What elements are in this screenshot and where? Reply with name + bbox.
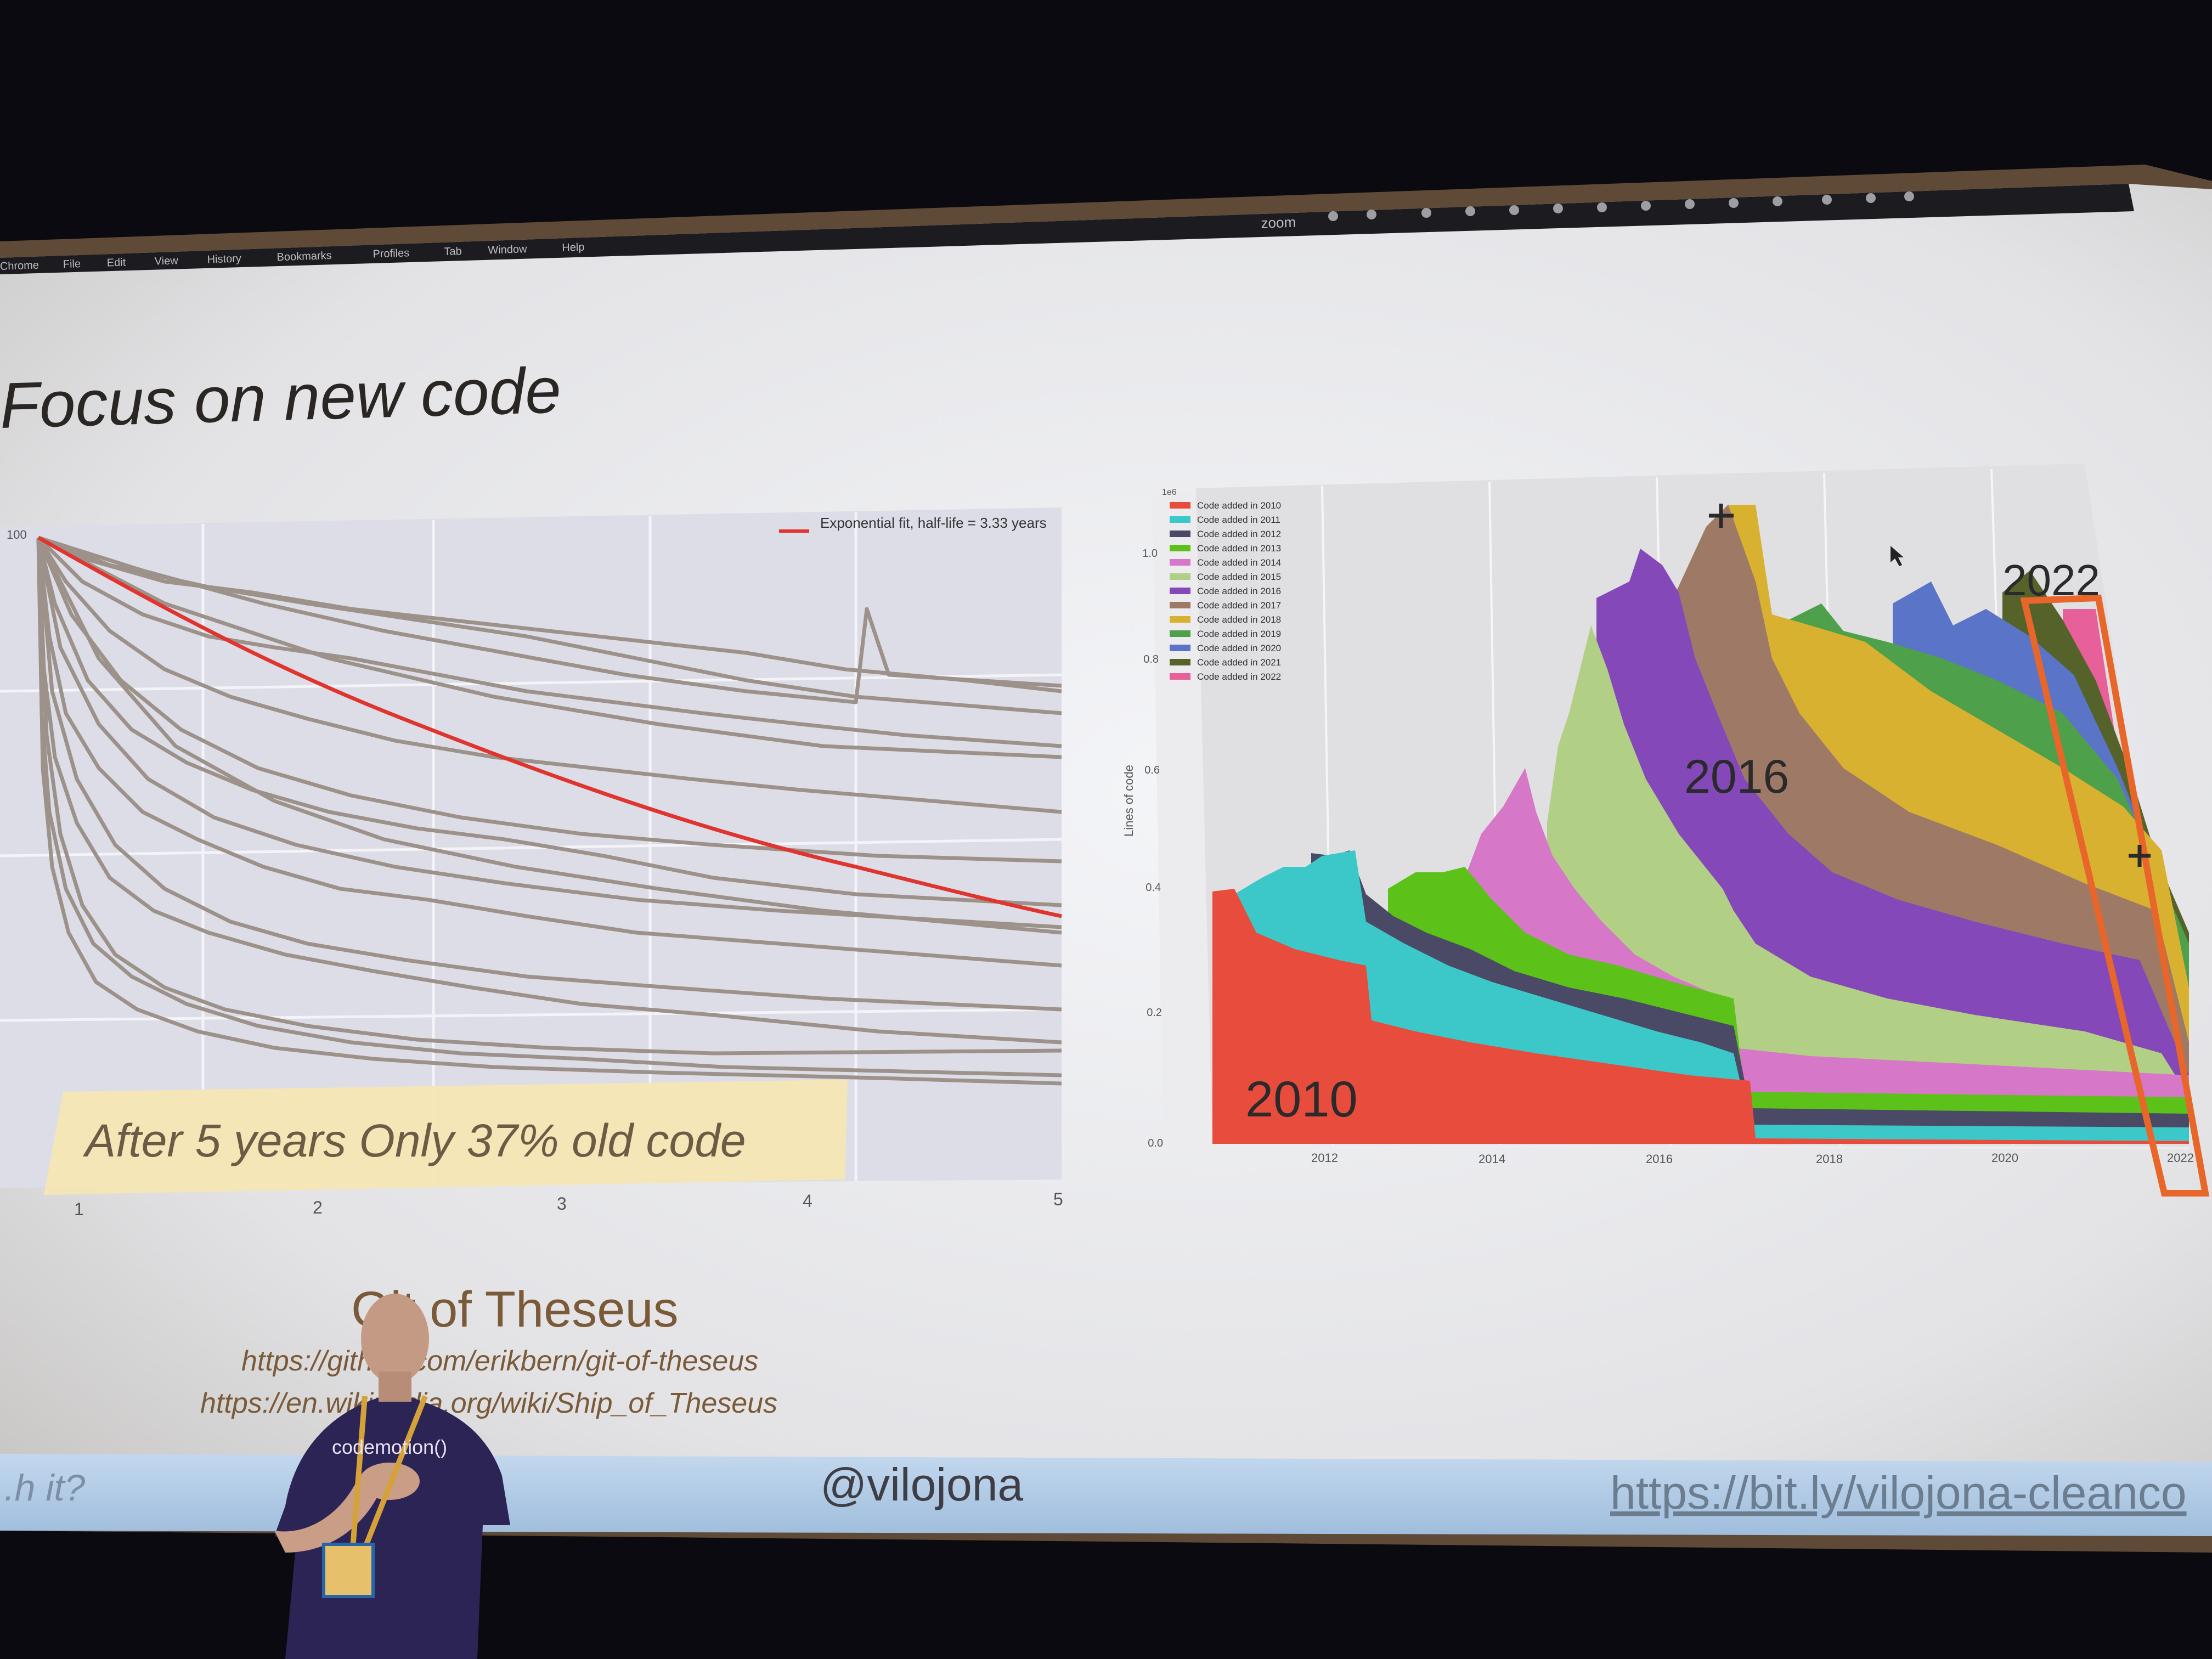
right-chart: Code added in 2010 Code added in 2011 Co… (1122, 464, 2210, 1197)
legend-swatch (1170, 602, 1190, 608)
menu-item[interactable]: History (207, 252, 241, 266)
right-y-tick: 0.0 (1148, 1137, 1163, 1149)
legend-label: Code added in 2014 (1197, 557, 1281, 568)
mouse-cursor (1891, 546, 1904, 566)
menu-app-name[interactable]: Chrome (0, 259, 39, 273)
right-x-tick: 2016 (1646, 1152, 1673, 1166)
legend-label: Code added in 2016 (1197, 586, 1281, 596)
callout-text: After 5 years Only 37% old code (82, 1115, 746, 1166)
menu-item[interactable]: Window (488, 243, 527, 256)
source-link-1[interactable]: https://github.com/erikbern/git-of-these… (241, 1345, 758, 1377)
legend-label: Code added in 2020 (1197, 643, 1281, 653)
menu-item[interactable]: Bookmarks (276, 250, 332, 263)
presenter: codemotion() (274, 1294, 510, 1659)
legend-swatch (1170, 545, 1190, 551)
legend-label: Code added in 2019 (1197, 629, 1281, 639)
menu-item[interactable]: Edit (106, 256, 126, 269)
legend-swatch (1170, 559, 1190, 566)
right-x-tick: 2020 (1991, 1151, 2018, 1165)
left-chart-legend: Exponential fit, half-life = 3.33 years (820, 515, 1047, 531)
menu-item[interactable]: Help (562, 241, 585, 254)
right-y-tick: 1.0 (1142, 548, 1158, 560)
right-chart-scale-label: 1e6 (1162, 488, 1177, 497)
footer-handle: @vilojona (820, 1459, 1023, 1510)
legend-label: Code added in 2011 (1197, 515, 1280, 525)
legend-swatch (1170, 616, 1190, 623)
menu-item[interactable]: File (63, 258, 81, 270)
legend-swatch (1170, 630, 1190, 637)
source-link-2[interactable]: https://en.wikipedia.org/wiki/Ship_of_Th… (200, 1387, 777, 1419)
highlight-box-2022 (2020, 594, 2210, 1197)
right-x-tick: 2018 (1816, 1152, 1843, 1166)
menu-item[interactable]: View (154, 255, 178, 267)
legend-label: Code added in 2017 (1197, 600, 1281, 611)
legend-swatch (1170, 645, 1190, 651)
status-icons (1328, 191, 1914, 221)
left-x-tick: 3 (557, 1194, 567, 1214)
legend-label: Code added in 2012 (1197, 529, 1281, 539)
presenter-badge (322, 1543, 375, 1598)
legend-swatch (1170, 531, 1190, 537)
left-x-tick: 4 (803, 1191, 812, 1211)
annotation-2016: 2016 (1684, 751, 1789, 803)
footer-left-text: ...h it? (0, 1467, 85, 1509)
legend-swatch (1170, 673, 1190, 680)
right-chart-legend: Code added in 2010 Code added in 2011 Co… (1170, 500, 1281, 682)
legend-label: Code added in 2021 (1197, 657, 1281, 668)
legend-swatch (1170, 516, 1190, 523)
left-chart: Exponential fit, half-life = 3.33 years … (0, 507, 1063, 1219)
left-chart-y-top-label: 100 (7, 528, 27, 541)
legend-swatch (1170, 573, 1190, 580)
menu-item[interactable]: Profiles (373, 247, 409, 260)
left-x-tick: 1 (74, 1199, 84, 1219)
exponential-fit-line (37, 535, 1062, 918)
annotation-2010: 2010 (1245, 1071, 1358, 1127)
callout: After 5 years Only 37% old code (44, 1080, 848, 1195)
right-chart-ylabel: Lines of code (1122, 765, 1136, 837)
left-x-tick: 5 (1053, 1189, 1063, 1209)
right-x-tick: 2014 (1479, 1152, 1505, 1166)
plus-markers (1709, 504, 2151, 867)
footer-link[interactable]: https://bit.ly/vilojona-cleanco (1610, 1467, 2187, 1519)
legend-label: Code added in 2022 (1197, 672, 1281, 682)
presenter-head (361, 1294, 429, 1384)
right-y-tick: 0.6 (1144, 764, 1160, 776)
area-2010 (1212, 889, 2189, 1144)
legend-label: Code added in 2015 (1197, 572, 1281, 582)
right-x-tick: 2012 (1311, 1151, 1338, 1165)
callout-box (44, 1080, 848, 1195)
legend-label: Code added in 2013 (1197, 543, 1281, 554)
legend-swatch (1170, 659, 1190, 665)
presenter-lanyard (348, 1395, 428, 1570)
left-chart-x-ticks: 1 2 3 4 5 (74, 1189, 1063, 1219)
legend-label: Code added in 2010 (1197, 500, 1281, 511)
legend-swatch (1170, 588, 1190, 594)
legend-label: Code added in 2018 (1197, 614, 1281, 625)
right-y-tick: 0.8 (1143, 653, 1159, 665)
slide-title: Focus on new code (0, 354, 562, 442)
right-chart-x-ticks: 2012 2014 2016 2018 2020 2022 (1311, 1151, 2194, 1166)
presenter-neck (379, 1372, 411, 1402)
status-app-zoom[interactable]: zoom (1261, 214, 1296, 232)
right-chart-y-ticks: 1.0 0.8 0.6 0.4 0.2 0.0 (1142, 548, 1163, 1149)
presenter-shirt-text: codemotion() (332, 1436, 447, 1458)
right-y-tick: 0.2 (1147, 1007, 1162, 1019)
menu-item[interactable]: Tab (444, 245, 462, 258)
left-x-tick: 2 (313, 1198, 323, 1217)
left-chart-decay-lines (36, 535, 1062, 1086)
right-x-tick: 2022 (2167, 1151, 2194, 1165)
menu-bar-items: Chrome File Edit View History Bookmarks … (0, 214, 1296, 273)
legend-swatch (1170, 502, 1190, 509)
right-y-tick: 0.4 (1146, 882, 1161, 894)
annotation-2022: 2022 (2002, 556, 2100, 605)
slide-footer (0, 1454, 2212, 1536)
